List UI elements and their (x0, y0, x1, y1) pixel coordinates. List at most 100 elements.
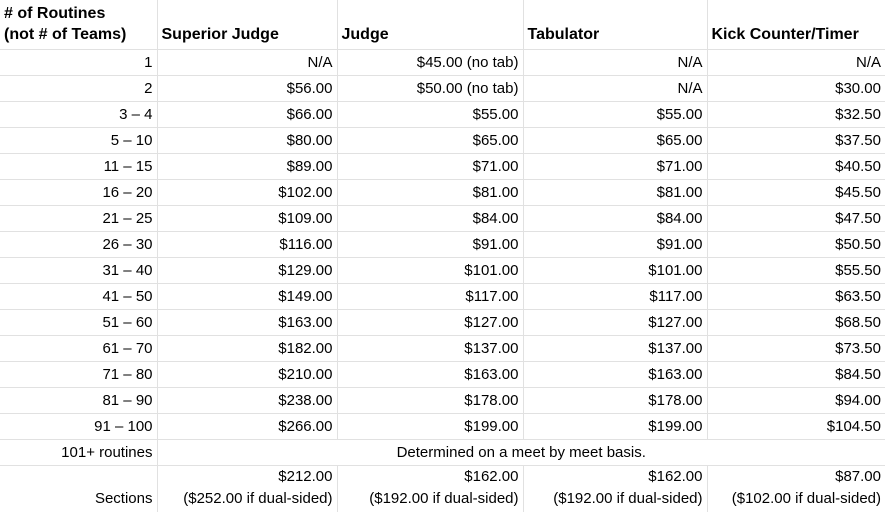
fee-row: 5 – 10 $80.00 $65.00 $65.00 $37.50 (0, 127, 885, 154)
superior-cell[interactable]: $163.00 (157, 309, 338, 336)
judge-cell[interactable]: $117.00 (337, 283, 524, 310)
range-cell[interactable]: 71 – 80 (0, 361, 158, 388)
kick-cell[interactable]: $63.50 (707, 283, 885, 310)
tabulator-cell[interactable]: $178.00 (523, 387, 708, 414)
sections-superior-cell[interactable]: $212.00 ($252.00 if dual-sided) (157, 465, 338, 512)
superior-cell[interactable]: $116.00 (157, 231, 338, 258)
kick-cell[interactable]: $73.50 (707, 335, 885, 362)
sections-judge-amount: $162.00 (464, 468, 519, 485)
tabulator-cell[interactable]: $137.00 (523, 335, 708, 362)
tabulator-cell[interactable]: $81.00 (523, 179, 708, 206)
superior-cell[interactable]: $109.00 (157, 205, 338, 232)
range-cell[interactable]: 11 – 15 (0, 153, 158, 180)
sections-judge-dual: ($192.00 if dual-sided) (369, 490, 519, 507)
range-cell[interactable]: 26 – 30 (0, 231, 158, 258)
kick-cell[interactable]: $68.50 (707, 309, 885, 336)
judge-cell[interactable]: $65.00 (337, 127, 524, 154)
kick-cell[interactable]: $45.50 (707, 179, 885, 206)
judge-cell[interactable]: $127.00 (337, 309, 524, 336)
meet-basis-label-cell[interactable]: 101+ routines (0, 439, 158, 466)
judge-cell[interactable]: $101.00 (337, 257, 524, 284)
range-cell[interactable]: 3 – 4 (0, 101, 158, 128)
header-judge-cell[interactable]: Judge (337, 0, 524, 50)
range-cell[interactable]: 16 – 20 (0, 179, 158, 206)
judge-cell[interactable]: $55.00 (337, 101, 524, 128)
tabulator-cell[interactable]: $91.00 (523, 231, 708, 258)
tabulator-cell[interactable]: $55.00 (523, 101, 708, 128)
tabulator-cell[interactable]: $101.00 (523, 257, 708, 284)
fee-row: 31 – 40 $129.00 $101.00 $101.00 $55.50 (0, 257, 885, 284)
superior-cell[interactable]: $66.00 (157, 101, 338, 128)
tabulator-cell[interactable]: $199.00 (523, 413, 708, 440)
kick-cell[interactable]: $37.50 (707, 127, 885, 154)
sections-label-cell[interactable]: Sections (0, 465, 158, 512)
fee-row: 11 – 15 $89.00 $71.00 $71.00 $40.50 (0, 153, 885, 180)
judge-cell[interactable]: $45.00 (no tab) (337, 49, 524, 76)
tabulator-cell[interactable]: $84.00 (523, 205, 708, 232)
kick-cell[interactable]: $94.00 (707, 387, 885, 414)
judge-cell[interactable]: $163.00 (337, 361, 524, 388)
kick-cell[interactable]: $55.50 (707, 257, 885, 284)
kick-cell[interactable]: $30.00 (707, 75, 885, 102)
header-routines-cell[interactable]: # of Routines (not # of Teams) (0, 0, 158, 50)
range-cell[interactable]: 41 – 50 (0, 283, 158, 310)
tabulator-cell[interactable]: N/A (523, 49, 708, 76)
tabulator-cell[interactable]: $71.00 (523, 153, 708, 180)
tabulator-cell[interactable]: N/A (523, 75, 708, 102)
judge-cell[interactable]: $178.00 (337, 387, 524, 414)
superior-cell[interactable]: $266.00 (157, 413, 338, 440)
header-superior-judge-cell[interactable]: Superior Judge (157, 0, 338, 50)
range-cell[interactable]: 2 (0, 75, 158, 102)
header-tabulator-cell[interactable]: Tabulator (523, 0, 708, 50)
superior-cell[interactable]: $129.00 (157, 257, 338, 284)
superior-cell[interactable]: $182.00 (157, 335, 338, 362)
header-row: # of Routines (not # of Teams) Superior … (0, 0, 885, 50)
judge-cell[interactable]: $50.00 (no tab) (337, 75, 524, 102)
range-cell[interactable]: 31 – 40 (0, 257, 158, 284)
range-cell[interactable]: 1 (0, 49, 158, 76)
judge-cell[interactable]: $81.00 (337, 179, 524, 206)
kick-cell[interactable]: $84.50 (707, 361, 885, 388)
sections-judge-cell[interactable]: $162.00 ($192.00 if dual-sided) (337, 465, 524, 512)
tabulator-cell[interactable]: $65.00 (523, 127, 708, 154)
superior-cell[interactable]: $210.00 (157, 361, 338, 388)
meet-basis-note-cell[interactable]: Determined on a meet by meet basis. (157, 439, 885, 466)
judge-cell[interactable]: $71.00 (337, 153, 524, 180)
judge-cell[interactable]: $84.00 (337, 205, 524, 232)
kick-cell[interactable]: $40.50 (707, 153, 885, 180)
kick-cell[interactable]: $32.50 (707, 101, 885, 128)
kick-cell[interactable]: $50.50 (707, 231, 885, 258)
kick-cell[interactable]: $104.50 (707, 413, 885, 440)
superior-cell[interactable]: $56.00 (157, 75, 338, 102)
range-cell[interactable]: 51 – 60 (0, 309, 158, 336)
superior-cell[interactable]: $102.00 (157, 179, 338, 206)
judge-cell[interactable]: $137.00 (337, 335, 524, 362)
range-cell[interactable]: 81 – 90 (0, 387, 158, 414)
range-cell[interactable]: 61 – 70 (0, 335, 158, 362)
superior-cell[interactable]: $238.00 (157, 387, 338, 414)
fee-row: 91 – 100 $266.00 $199.00 $199.00 $104.50 (0, 413, 885, 440)
header-kick-counter-cell[interactable]: Kick Counter/Timer (707, 0, 885, 50)
sections-kick-cell[interactable]: $87.00 ($102.00 if dual-sided) (707, 465, 885, 512)
tabulator-cell[interactable]: $127.00 (523, 309, 708, 336)
superior-cell[interactable]: N/A (157, 49, 338, 76)
range-cell[interactable]: 91 – 100 (0, 413, 158, 440)
tabulator-cell[interactable]: $117.00 (523, 283, 708, 310)
tabulator-cell[interactable]: $163.00 (523, 361, 708, 388)
fee-row: 3 – 4 $66.00 $55.00 $55.00 $32.50 (0, 101, 885, 128)
fee-row: 41 – 50 $149.00 $117.00 $117.00 $63.50 (0, 283, 885, 310)
kick-cell[interactable]: $47.50 (707, 205, 885, 232)
superior-cell[interactable]: $89.00 (157, 153, 338, 180)
superior-cell[interactable]: $149.00 (157, 283, 338, 310)
range-cell[interactable]: 5 – 10 (0, 127, 158, 154)
range-cell[interactable]: 21 – 25 (0, 205, 158, 232)
kick-cell[interactable]: N/A (707, 49, 885, 76)
judge-cell[interactable]: $91.00 (337, 231, 524, 258)
superior-cell[interactable]: $80.00 (157, 127, 338, 154)
sections-tabulator-cell[interactable]: $162.00 ($192.00 if dual-sided) (523, 465, 708, 512)
sections-kick-dual: ($102.00 if dual-sided) (731, 490, 881, 507)
fee-row: 51 – 60 $163.00 $127.00 $127.00 $68.50 (0, 309, 885, 336)
judge-cell[interactable]: $199.00 (337, 413, 524, 440)
